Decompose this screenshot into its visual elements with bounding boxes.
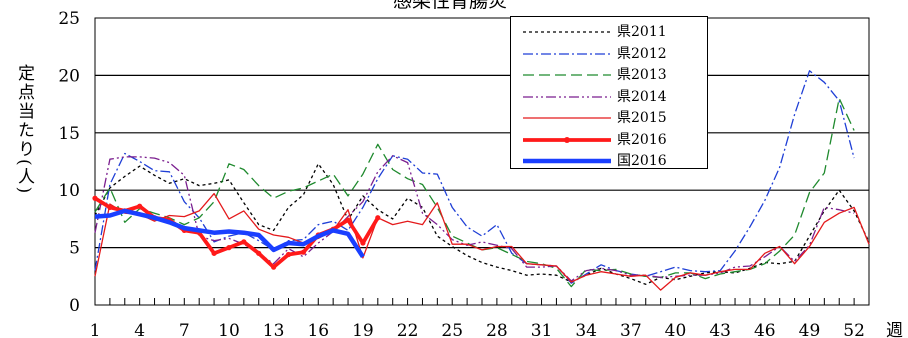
- y-tick-label: 0: [69, 296, 80, 316]
- x-tick-label: 1: [90, 321, 101, 338]
- legend-swatch: [523, 31, 611, 33]
- series-point-5: [345, 217, 351, 223]
- series-point-5: [92, 195, 98, 201]
- x-tick-label: 22: [397, 321, 419, 338]
- x-tick-label: 4: [134, 321, 145, 338]
- legend-item: 県2014: [511, 87, 707, 107]
- legend-label: 県2014: [617, 88, 667, 105]
- series-point-5: [137, 203, 143, 209]
- series-point-5: [271, 264, 277, 270]
- x-tick-label: 13: [263, 321, 285, 338]
- y-tick-labels: 0 5 10 15 20 25: [58, 9, 80, 316]
- y-axis-label: 定点当たり(人): [14, 64, 34, 196]
- series-point-5: [360, 240, 366, 246]
- legend-swatch: [523, 52, 611, 55]
- y-tick-label: 10: [58, 181, 80, 201]
- series-line-1: [94, 70, 855, 284]
- legend-swatch: [523, 136, 611, 143]
- x-tick-label: 37: [620, 321, 642, 338]
- series-point-5: [375, 215, 381, 221]
- legend-label: 国2016: [617, 153, 667, 169]
- x-tick-label: 34: [575, 321, 597, 338]
- x-tick-label: 19: [352, 321, 374, 338]
- legend-item: 県2015: [511, 108, 707, 128]
- series-point-5: [300, 249, 306, 255]
- x-tick-label: 31: [531, 321, 553, 338]
- chart-title: 感染性胃腸炎: [392, 0, 507, 12]
- y-tick-label: 15: [58, 124, 80, 144]
- series-point-5: [285, 251, 292, 258]
- legend: 県2011 県2012 県2013 県2014 県2015 県2016 国2016: [510, 16, 708, 169]
- x-tick-label: 7: [179, 321, 190, 338]
- x-tick-labels: 1 4 7 10 13 16 19 22 25 28 31 34 37 40 43 46 49 52: [90, 321, 865, 338]
- series-point-5: [226, 245, 232, 251]
- legend-label: 県2015: [617, 110, 667, 126]
- series-point-5: [211, 250, 217, 256]
- x-tick-label: 49: [799, 321, 821, 338]
- legend-swatch: [523, 117, 611, 119]
- series-point-5: [241, 239, 247, 245]
- series-line-4: [94, 192, 870, 291]
- legend-swatch: [523, 95, 611, 98]
- series-point-5: [256, 250, 262, 256]
- x-tick-label: 43: [709, 321, 731, 338]
- legend-item: 国2016: [511, 151, 707, 171]
- x-tick-label: 28: [486, 321, 508, 338]
- x-tick-label: 16: [307, 321, 329, 338]
- legend-item: 県2012: [511, 44, 707, 64]
- y-tick-label: 5: [69, 239, 80, 259]
- legend-item: 県2011: [511, 22, 707, 42]
- x-tick-label: 40: [665, 321, 687, 338]
- series-line-6: [94, 208, 365, 259]
- legend-swatch: [523, 158, 611, 164]
- legend-swatch: [523, 74, 611, 76]
- x-tick-label: 52: [843, 321, 865, 338]
- legend-label: 県2016: [617, 131, 667, 148]
- series-lines: [92, 70, 870, 291]
- y-tick-label: 25: [58, 9, 80, 29]
- legend-item: 県2013: [511, 65, 707, 85]
- legend-label: 県2012: [617, 45, 667, 62]
- series-point-5: [107, 204, 113, 211]
- plot-area: [94, 17, 870, 306]
- x-tick-label: 25: [441, 321, 463, 338]
- x-axis-label: 週: [886, 321, 903, 338]
- x-tick-label: 46: [754, 321, 776, 338]
- grid-lines: [94, 74, 870, 305]
- x-tick-label: 10: [218, 321, 240, 338]
- legend-item: 県2016: [511, 130, 707, 150]
- legend-label: 県2013: [617, 67, 667, 83]
- y-tick-label: 20: [58, 66, 80, 86]
- legend-label: 県2011: [617, 24, 667, 40]
